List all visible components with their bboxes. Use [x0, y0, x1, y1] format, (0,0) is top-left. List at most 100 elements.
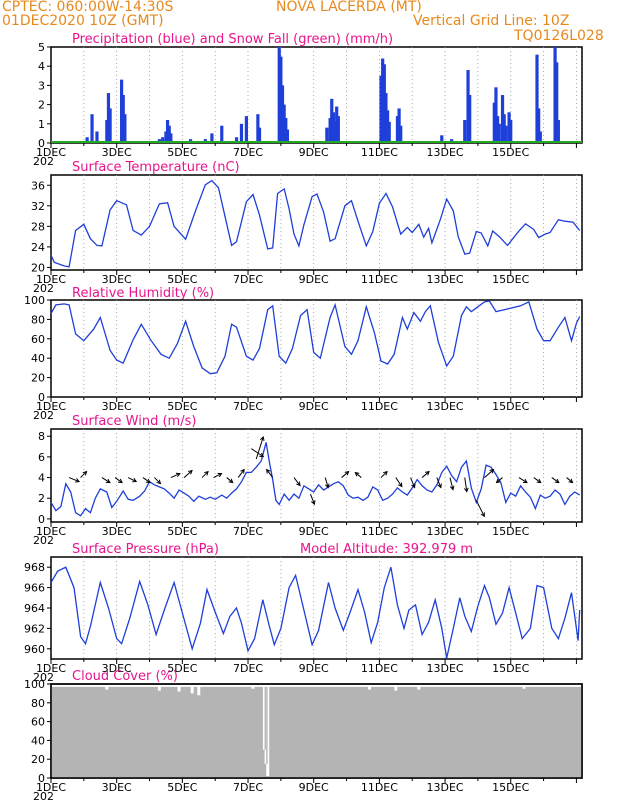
x-year-fragment: 202 — [33, 671, 54, 684]
wind-arrow — [551, 477, 560, 484]
precip-bar — [466, 70, 470, 143]
wind-arrow — [142, 477, 151, 484]
y-tick-label: 20 — [31, 372, 45, 385]
x-tick-label: 13DEC — [427, 662, 464, 675]
wind-arrow-head — [522, 478, 528, 484]
wind-arrow-head — [325, 483, 330, 489]
y-tick-label: 36 — [31, 179, 45, 192]
precip-bar — [120, 79, 124, 143]
y-tick-label: 80 — [31, 697, 45, 710]
wind-arrow-head — [354, 471, 360, 477]
wind-arrow-head — [463, 487, 469, 493]
y-tick-label: 20 — [31, 261, 45, 274]
x-tick-label: 11DEC — [361, 400, 398, 413]
y-tick-label: 0 — [38, 513, 45, 526]
chart-header: CPTEC: 060:00W-14:30S NOVA LACERDA (MT) … — [0, 0, 618, 46]
precip-bar — [239, 123, 244, 143]
x-tick-label: 1DEC — [36, 781, 66, 794]
precip-bar — [502, 114, 506, 143]
x-tick-label: 9DEC — [299, 525, 329, 538]
y-tick-label: 40 — [31, 352, 45, 365]
panel-wind: Surface Wind (m/s) 0 2 4 6 8 1DEC 3DEC 5DEC 7DEC 9… — [33, 414, 583, 547]
x-tick-label: 11DEC — [361, 525, 398, 538]
wind-arrow — [324, 477, 330, 489]
wind-arrow — [410, 477, 416, 489]
wind-arrow — [183, 469, 193, 478]
precip-bar — [284, 118, 288, 143]
wind-arrow — [354, 471, 362, 478]
precip-bar — [169, 133, 173, 143]
x-tick-label: 3DEC — [102, 525, 132, 538]
wind-arrow — [495, 477, 503, 484]
wind-arrow-head — [296, 481, 301, 487]
precip-bar — [280, 85, 285, 143]
precip-bar — [328, 118, 332, 143]
wind-arrow — [101, 477, 111, 484]
wind-arrow-shaft — [421, 471, 430, 478]
x-tick-label: 3DEC — [102, 400, 132, 413]
panel-pressure: Surface Pressure (hPa) Model Altitude: 39… — [24, 542, 583, 684]
wind-arrow-head — [240, 468, 245, 474]
precip-bar — [553, 47, 557, 143]
wind-arrow-shaft — [142, 477, 151, 483]
wind-arrow-head — [449, 485, 455, 491]
x-tick-label: 13DEC — [427, 400, 464, 413]
wind-arrow — [395, 477, 403, 488]
y-tick-label: 28 — [31, 220, 45, 233]
x-tick-label: 15DEC — [492, 273, 529, 286]
precip-bar — [492, 102, 496, 143]
panel-title-pressure: Surface Pressure (hPa) — [72, 542, 219, 557]
precip-bar — [256, 114, 260, 143]
wind-arrow — [533, 477, 542, 484]
wind-arrow-shaft — [496, 477, 503, 483]
y-tick-label: 1 — [38, 118, 45, 131]
wind-arrow — [255, 435, 265, 460]
y-tick-label: 0 — [38, 391, 45, 404]
wind-arrow-head — [260, 435, 265, 441]
y-tick-label: 0 — [38, 137, 45, 150]
wind-arrow — [566, 477, 574, 484]
x-tick-label: 11DEC — [361, 146, 398, 159]
precip-bar — [387, 121, 391, 143]
wind-arrow-shaft — [380, 471, 388, 478]
y-tick-label: 32 — [31, 200, 45, 213]
precip-bar — [220, 125, 224, 143]
y-tick-label: 960 — [24, 643, 45, 656]
x-tick-label: 1DEC — [36, 662, 66, 675]
model-altitude-annotation: Model Altitude: 392.979 m — [300, 542, 473, 557]
x-tick-label: 11DEC — [361, 273, 398, 286]
wind-arrow-head — [536, 478, 542, 484]
wind-arrow — [293, 477, 301, 487]
x-tick-label: 7DEC — [233, 400, 263, 413]
wind-arrow-shaft — [341, 471, 349, 478]
precip-bar — [335, 106, 339, 143]
x-tick-label: 5DEC — [167, 273, 197, 286]
x-tick-label: 15DEC — [492, 662, 529, 675]
wind-arrow-shaft — [551, 477, 560, 483]
panel-title-wind: Surface Wind (m/s) — [72, 414, 196, 429]
wind-arrow — [80, 470, 88, 478]
precip-bar — [105, 119, 109, 143]
x-tick-label: 5DEC — [167, 781, 197, 794]
wind-arrow-head — [480, 512, 485, 518]
precip-bar — [85, 137, 89, 143]
wind-arrow-shaft — [266, 469, 274, 478]
y-tick-label: 6 — [38, 451, 45, 464]
series-line-rh — [50, 300, 581, 375]
wind-arrow-shaft — [255, 436, 264, 460]
x-tick-label: 15DEC — [492, 146, 529, 159]
precip-bar — [257, 127, 262, 143]
cloud-cover-area — [51, 686, 582, 778]
wind-arrow — [201, 470, 209, 478]
precip-bar — [244, 116, 248, 143]
y-tick-label: 80 — [31, 313, 45, 326]
header-grid-line: Vertical Grid Line: 10Z — [413, 13, 570, 29]
precip-bar — [277, 47, 281, 143]
wind-arrow — [436, 477, 442, 489]
y-tick-label: 968 — [24, 561, 45, 574]
precip-bar — [210, 133, 214, 143]
y-tick-label: 3 — [38, 79, 45, 92]
wind-arrow — [114, 477, 123, 484]
wind-arrow-head — [568, 478, 574, 484]
y-tick-label: 40 — [31, 734, 45, 747]
